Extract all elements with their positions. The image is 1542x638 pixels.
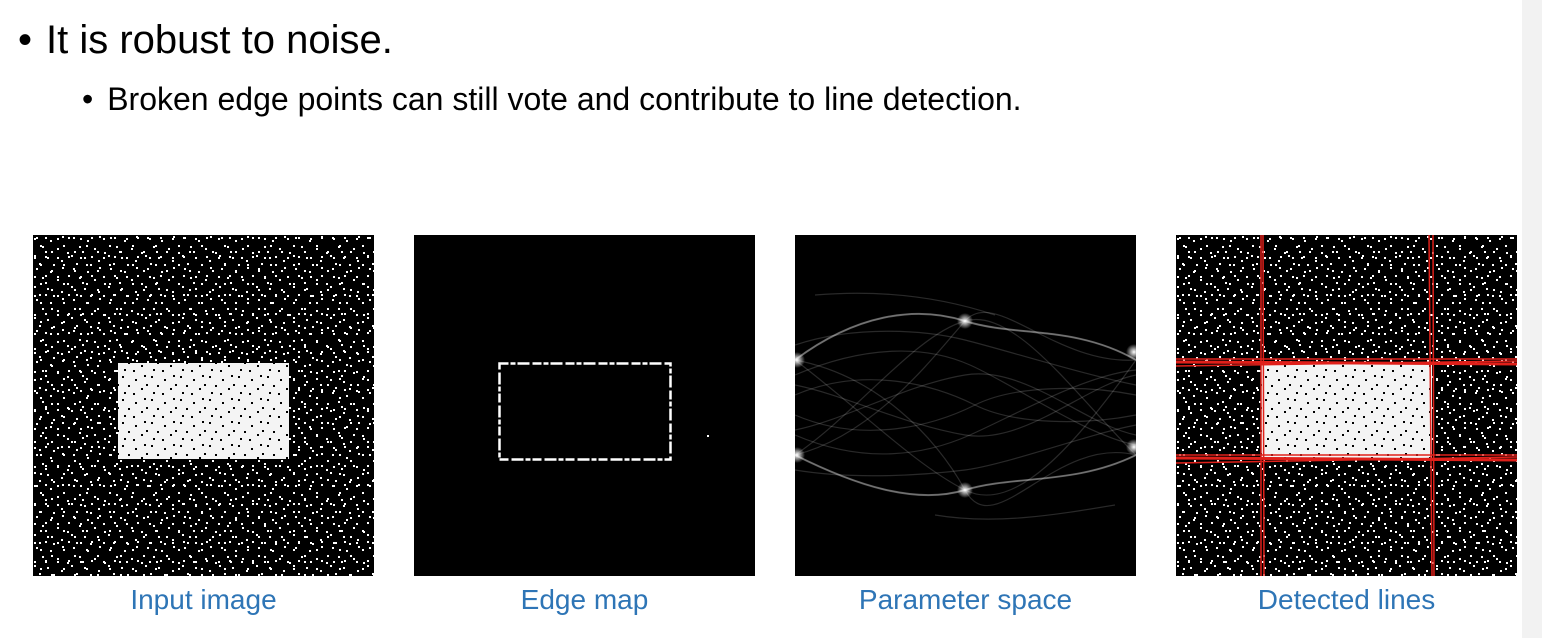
parameter-space-panel [795, 235, 1136, 576]
bullet-level-2: • Broken edge points can still vote and … [82, 74, 1022, 124]
caption-detected-lines: Detected lines [1257, 584, 1436, 615]
input-image-panel [33, 235, 374, 576]
edge-map [414, 235, 755, 576]
parameter-space [795, 235, 1136, 576]
caption-input-image: Input image [130, 584, 277, 615]
bullet-level-1: • It is robust to noise. [18, 10, 393, 70]
caption-parameter-space: Parameter space [858, 584, 1073, 615]
slide-edge-strip [1522, 0, 1542, 638]
caption-edge-map: Edge map [520, 584, 649, 615]
bullet-text-broken-edges: Broken edge points can still vote and co… [107, 80, 1022, 117]
detected-lines [1176, 235, 1517, 576]
bullet-marker: • [82, 80, 94, 117]
bullet-text-robust: It is robust to noise. [46, 17, 393, 62]
detected-lines-panel [1176, 235, 1517, 576]
bullet-marker: • [18, 17, 33, 62]
edge-map-panel [414, 235, 755, 576]
input-image [33, 235, 374, 576]
